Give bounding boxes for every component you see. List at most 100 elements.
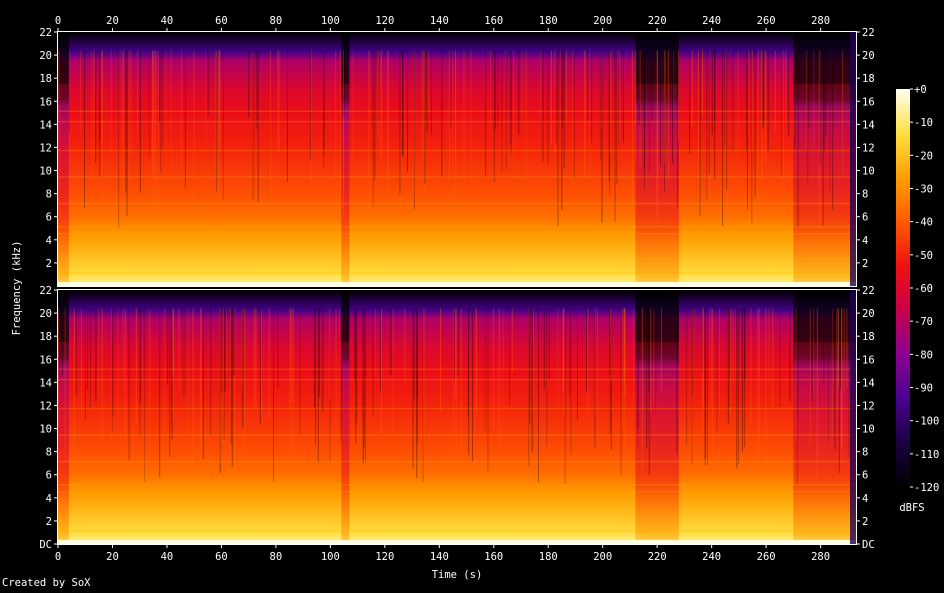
quiet-segment — [635, 83, 679, 286]
x-tick-label-top: 280 — [811, 15, 830, 27]
x-tick-label-top: 100 — [321, 15, 340, 27]
harmonic-band — [58, 149, 856, 152]
x-tick-label-bottom: 120 — [375, 551, 394, 563]
harmonic-band — [58, 225, 856, 228]
quiet-segment — [793, 341, 854, 544]
x-tick-label-bottom: 40 — [161, 551, 174, 563]
quiet-segment-top — [793, 290, 854, 342]
x-tick-label-top: 180 — [539, 15, 558, 27]
y-tick-label-right: 6 — [862, 212, 868, 224]
x-tick-label-top: 120 — [375, 15, 394, 27]
y-tick-label-right: 14 — [862, 119, 875, 131]
y-tick-label-right: 2 — [862, 516, 868, 528]
y-tick-label-left: 16 — [39, 354, 52, 366]
credit-text: Created by SoX — [2, 577, 91, 589]
dc-band — [58, 281, 856, 286]
harmonic-band — [58, 483, 856, 486]
y-tick-label-right: 18 — [862, 331, 875, 343]
quiet-segment-top — [58, 290, 69, 342]
quiet-segment-top — [58, 32, 69, 84]
x-tick-label-top: 160 — [484, 15, 503, 27]
colorbar-tick-label: -110 — [914, 449, 939, 461]
x-tick-label-bottom: 200 — [593, 551, 612, 563]
harmonic-band — [58, 202, 856, 205]
y-tick-label-right: 22 — [862, 285, 875, 297]
spectral-energy — [58, 290, 856, 544]
x-tick-label-top: 260 — [757, 15, 776, 27]
quiet-segment — [635, 341, 679, 544]
x-tick-label-top: 80 — [270, 15, 283, 27]
y-tick-label-right: 2 — [862, 258, 868, 270]
y-tick-label-left: 18 — [39, 73, 52, 85]
colorbar-tick-label: -90 — [914, 383, 933, 395]
y-tick-label-left: 12 — [39, 400, 52, 412]
quiet-segment-top — [635, 32, 679, 84]
y-tick-label-right: 12 — [862, 142, 875, 154]
x-tick-label-top: 0 — [55, 15, 61, 27]
y-tick-label-right: 10 — [862, 424, 875, 436]
y-tick-label-left: 10 — [39, 166, 52, 178]
dc-band — [58, 539, 856, 544]
colorbar-tick-label: -120 — [914, 482, 939, 494]
y-tick-label-right: 18 — [862, 73, 875, 85]
y-tick-label-right: 6 — [862, 470, 868, 482]
colorbar-tick-label: -50 — [914, 250, 933, 262]
harmonic-band — [58, 530, 856, 532]
colorbar-tick-label: +0 — [914, 84, 927, 96]
channel-panel-2 — [57, 289, 857, 545]
colorbar-tick-label: -30 — [914, 184, 933, 196]
quiet-segment-top — [635, 290, 679, 342]
y-tick-label-right: 22 — [862, 27, 875, 39]
y-tick-label-right: 12 — [862, 400, 875, 412]
harmonic-band — [58, 110, 856, 113]
colorbar-tick-label: -100 — [914, 416, 939, 428]
x-tick-label-bottom: 0 — [55, 551, 61, 563]
spectral-energy — [58, 32, 856, 286]
y-tick-label-left: 4 — [46, 493, 52, 505]
colorbar-tick-label: -10 — [914, 117, 933, 129]
y-axis-label: Frequency (kHz) — [11, 241, 23, 336]
x-tick-label-bottom: 140 — [430, 551, 449, 563]
quiet-segment-top — [341, 290, 350, 342]
harmonic-band — [58, 434, 856, 436]
x-tick-label-bottom: 260 — [757, 551, 776, 563]
y-tick-label-left: 20 — [39, 50, 52, 62]
y-tick-label-right: 10 — [862, 166, 875, 178]
x-tick-label-bottom: 60 — [215, 551, 228, 563]
x-tick-label-top: 140 — [430, 15, 449, 27]
colorbar-tick-label: -40 — [914, 217, 933, 229]
y-tick-label-left: 2 — [46, 258, 52, 270]
quiet-segment — [341, 341, 350, 544]
quiet-segment — [58, 341, 69, 544]
end-fade — [850, 290, 856, 544]
harmonic-band — [58, 490, 856, 493]
quiet-segment — [341, 83, 350, 286]
y-tick-label-left: DC — [39, 539, 52, 551]
colorbar-tick-label: -80 — [914, 349, 933, 361]
channel-panel-1 — [57, 31, 857, 287]
colorbar-label: dBFS — [899, 502, 924, 514]
x-tick-label-bottom: 20 — [106, 551, 119, 563]
x-tick-label-bottom: 220 — [648, 551, 667, 563]
y-tick-label-right: 4 — [862, 493, 868, 505]
harmonic-band — [58, 120, 856, 123]
panel-frame — [57, 289, 857, 545]
colorbar-tick-label: -60 — [914, 283, 933, 295]
x-tick-label-top: 200 — [593, 15, 612, 27]
y-tick-label-right: 8 — [862, 447, 868, 459]
y-tick-label-right: 4 — [862, 235, 868, 247]
y-tick-label-left: 22 — [39, 285, 52, 297]
y-tick-label-left: 14 — [39, 377, 52, 389]
x-axis-label: Time (s) — [432, 569, 483, 581]
harmonic-band — [58, 460, 856, 463]
quiet-segment-top — [793, 32, 854, 84]
quiet-segment-top — [341, 32, 350, 84]
y-tick-label-left: 14 — [39, 119, 52, 131]
y-tick-label-left: 12 — [39, 142, 52, 154]
x-tick-label-bottom: 240 — [702, 551, 721, 563]
y-tick-label-left: 2 — [46, 516, 52, 528]
x-tick-label-top: 60 — [215, 15, 228, 27]
y-tick-label-left: 22 — [39, 27, 52, 39]
quiet-segment — [58, 83, 69, 286]
